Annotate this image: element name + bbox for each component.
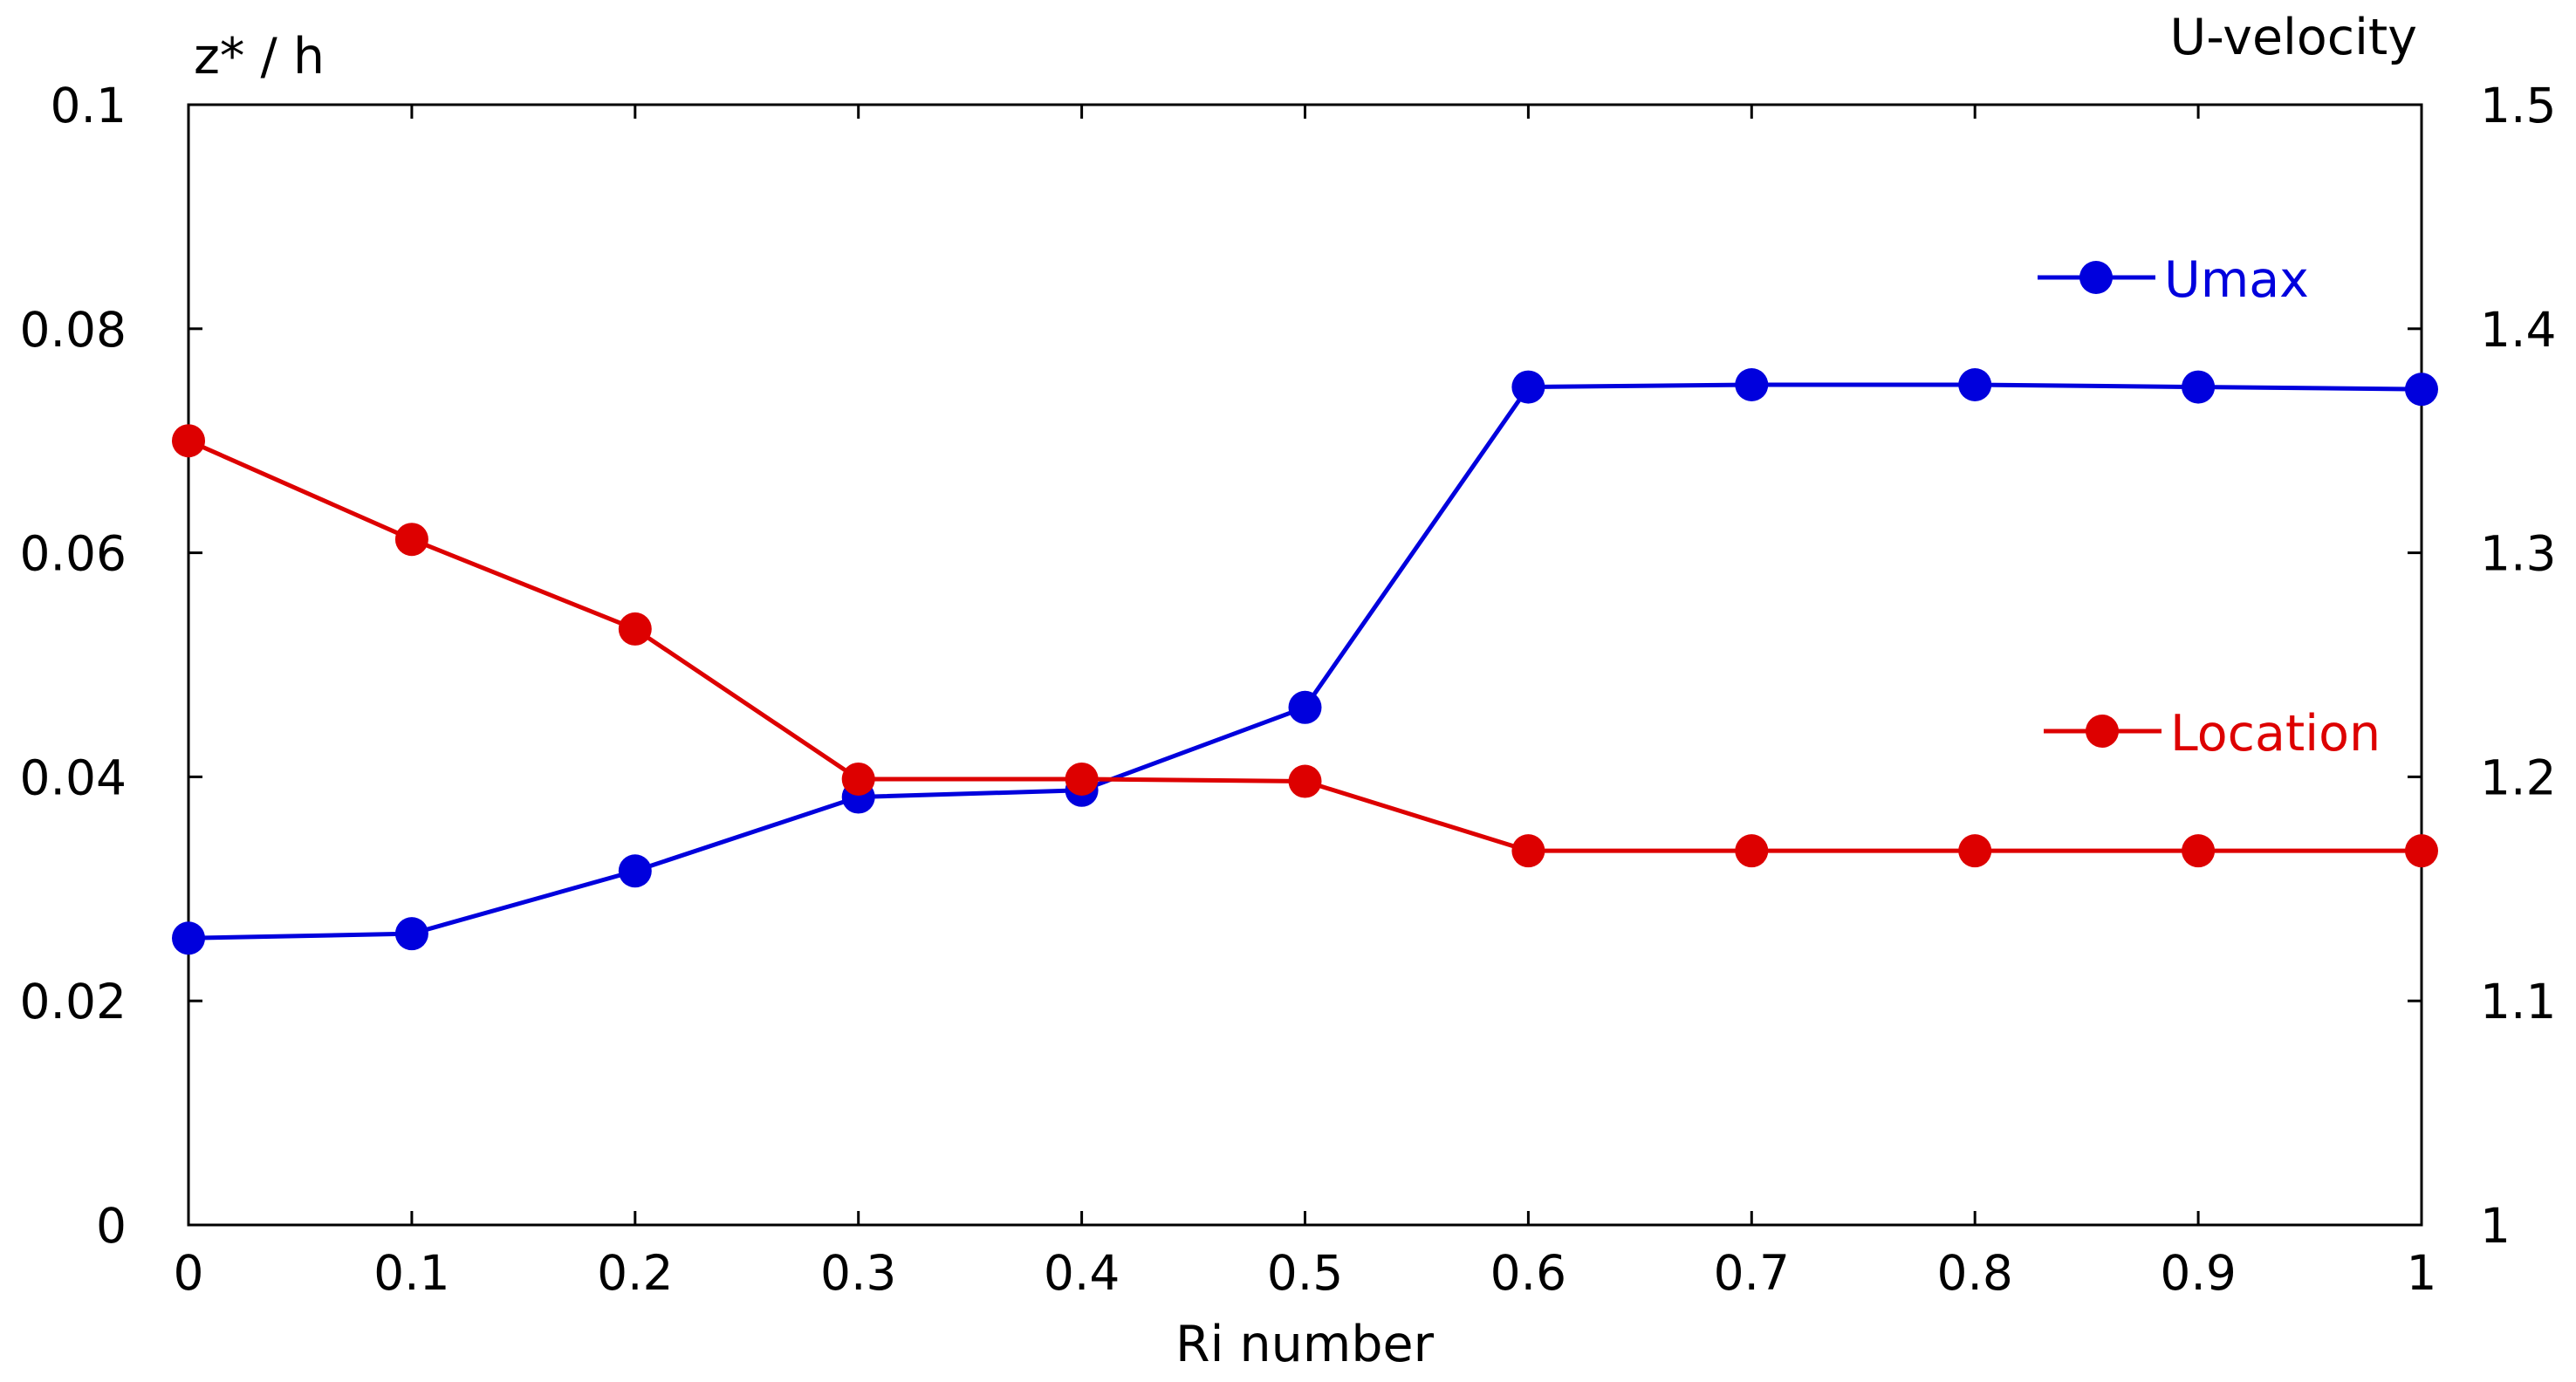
x-axis-ticks: 0 0.1 0.2 0.3 0.4 0.5 0.6 0.7 0.8 0.9 1 bbox=[174, 105, 2437, 1301]
data-point-location bbox=[1735, 834, 1769, 868]
y-right-axis-title: U-velocity bbox=[2169, 9, 2417, 66]
legend: Umax Location bbox=[2038, 251, 2381, 763]
data-point-location bbox=[841, 762, 875, 796]
y-right-tick-label: 1.3 bbox=[2480, 526, 2556, 582]
data-point-location bbox=[172, 424, 205, 458]
x-tick-label: 0.8 bbox=[1936, 1245, 2012, 1301]
y-right-axis-ticks: 1 1.1 1.2 1.3 1.4 1.5 bbox=[2408, 78, 2556, 1254]
x-axis-title: Ri number bbox=[1175, 1316, 1435, 1373]
x-tick-label: 1 bbox=[2407, 1245, 2437, 1301]
y-left-axis-ticks: 0 0.02 0.04 0.06 0.08 0.1 bbox=[20, 78, 202, 1254]
data-point-location bbox=[618, 612, 652, 646]
data-point-location bbox=[394, 523, 428, 557]
y-right-tick-label: 1.4 bbox=[2480, 302, 2556, 358]
y-left-tick-label: 0.08 bbox=[20, 302, 127, 358]
data-point-umax bbox=[2405, 373, 2438, 407]
y-right-tick-label: 1.2 bbox=[2480, 749, 2556, 805]
data-point-location bbox=[1511, 834, 1545, 868]
data-point-location bbox=[2182, 834, 2216, 868]
data-point-umax bbox=[618, 854, 652, 888]
data-point-umax bbox=[1511, 370, 1545, 404]
data-point-location bbox=[1065, 762, 1099, 796]
data-point-location bbox=[1288, 764, 1322, 798]
x-tick-label: 0.2 bbox=[597, 1245, 673, 1301]
y-left-tick-label: 0.06 bbox=[20, 526, 127, 582]
legend-label-location: Location bbox=[2170, 705, 2381, 763]
data-point-umax bbox=[1288, 690, 1322, 724]
data-point-umax bbox=[394, 917, 428, 951]
y-right-tick-label: 1.5 bbox=[2480, 78, 2556, 133]
data-point-location bbox=[2405, 834, 2438, 868]
x-tick-label: 0.4 bbox=[1044, 1245, 1120, 1301]
y-left-tick-label: 0.02 bbox=[20, 974, 127, 1030]
series-layer bbox=[172, 368, 2438, 955]
data-point-umax bbox=[1958, 368, 1992, 401]
data-point-umax bbox=[2182, 370, 2216, 404]
legend-marker-umax bbox=[2079, 261, 2113, 294]
y-left-tick-label: 0 bbox=[96, 1198, 127, 1254]
series-line-umax bbox=[188, 382, 2422, 941]
x-tick-label: 0.5 bbox=[1267, 1245, 1343, 1301]
y-left-tick-label: 0.1 bbox=[51, 78, 127, 133]
legend-label-umax: Umax bbox=[2164, 251, 2309, 309]
x-tick-label: 0.1 bbox=[373, 1245, 449, 1301]
y-left-tick-label: 0.04 bbox=[20, 749, 127, 805]
x-tick-label: 0.6 bbox=[1490, 1245, 1566, 1301]
data-point-umax bbox=[1735, 368, 1769, 401]
y-right-tick-label: 1 bbox=[2480, 1198, 2511, 1254]
y-left-axis-title: z* / h bbox=[194, 28, 325, 86]
x-tick-label: 0.9 bbox=[2160, 1245, 2236, 1301]
x-tick-label: 0 bbox=[174, 1245, 204, 1301]
data-point-location bbox=[1958, 834, 1992, 868]
x-tick-label: 0.3 bbox=[820, 1245, 896, 1301]
y-right-tick-label: 1.1 bbox=[2480, 974, 2556, 1030]
x-tick-label: 0.7 bbox=[1714, 1245, 1790, 1301]
data-point-umax bbox=[172, 921, 205, 955]
legend-marker-location bbox=[2086, 715, 2119, 748]
